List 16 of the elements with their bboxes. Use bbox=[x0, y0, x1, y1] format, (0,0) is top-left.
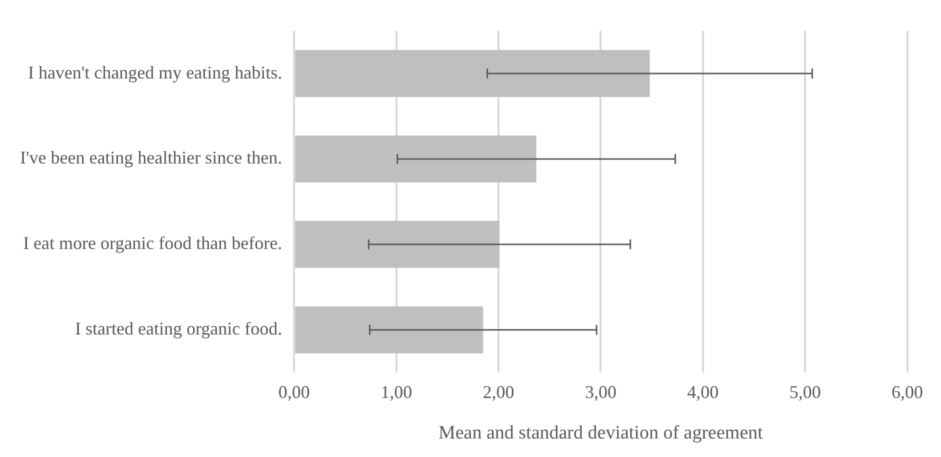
x-axis-title: Mean and standard deviation of agreement bbox=[438, 422, 764, 444]
y-tick-label: I've been eating healthier since then. bbox=[20, 148, 282, 168]
x-tick-label: 2,00 bbox=[482, 382, 514, 402]
x-tick-label: 0,00 bbox=[278, 382, 310, 402]
y-tick-label: I haven't changed my eating habits. bbox=[28, 62, 282, 82]
bar bbox=[295, 50, 650, 98]
bar bbox=[295, 306, 484, 354]
x-tick-label: 6,00 bbox=[892, 382, 923, 402]
x-tick-label: 5,00 bbox=[789, 382, 821, 402]
bar bbox=[295, 135, 536, 182]
x-tick-label: 3,00 bbox=[584, 382, 616, 402]
x-tick-label: 1,00 bbox=[380, 382, 412, 402]
y-tick-label: I started eating organic food. bbox=[75, 318, 282, 339]
bar bbox=[295, 220, 500, 268]
x-tick-label: 4,00 bbox=[687, 382, 719, 402]
y-tick-label: I eat more organic food than before. bbox=[23, 233, 282, 254]
